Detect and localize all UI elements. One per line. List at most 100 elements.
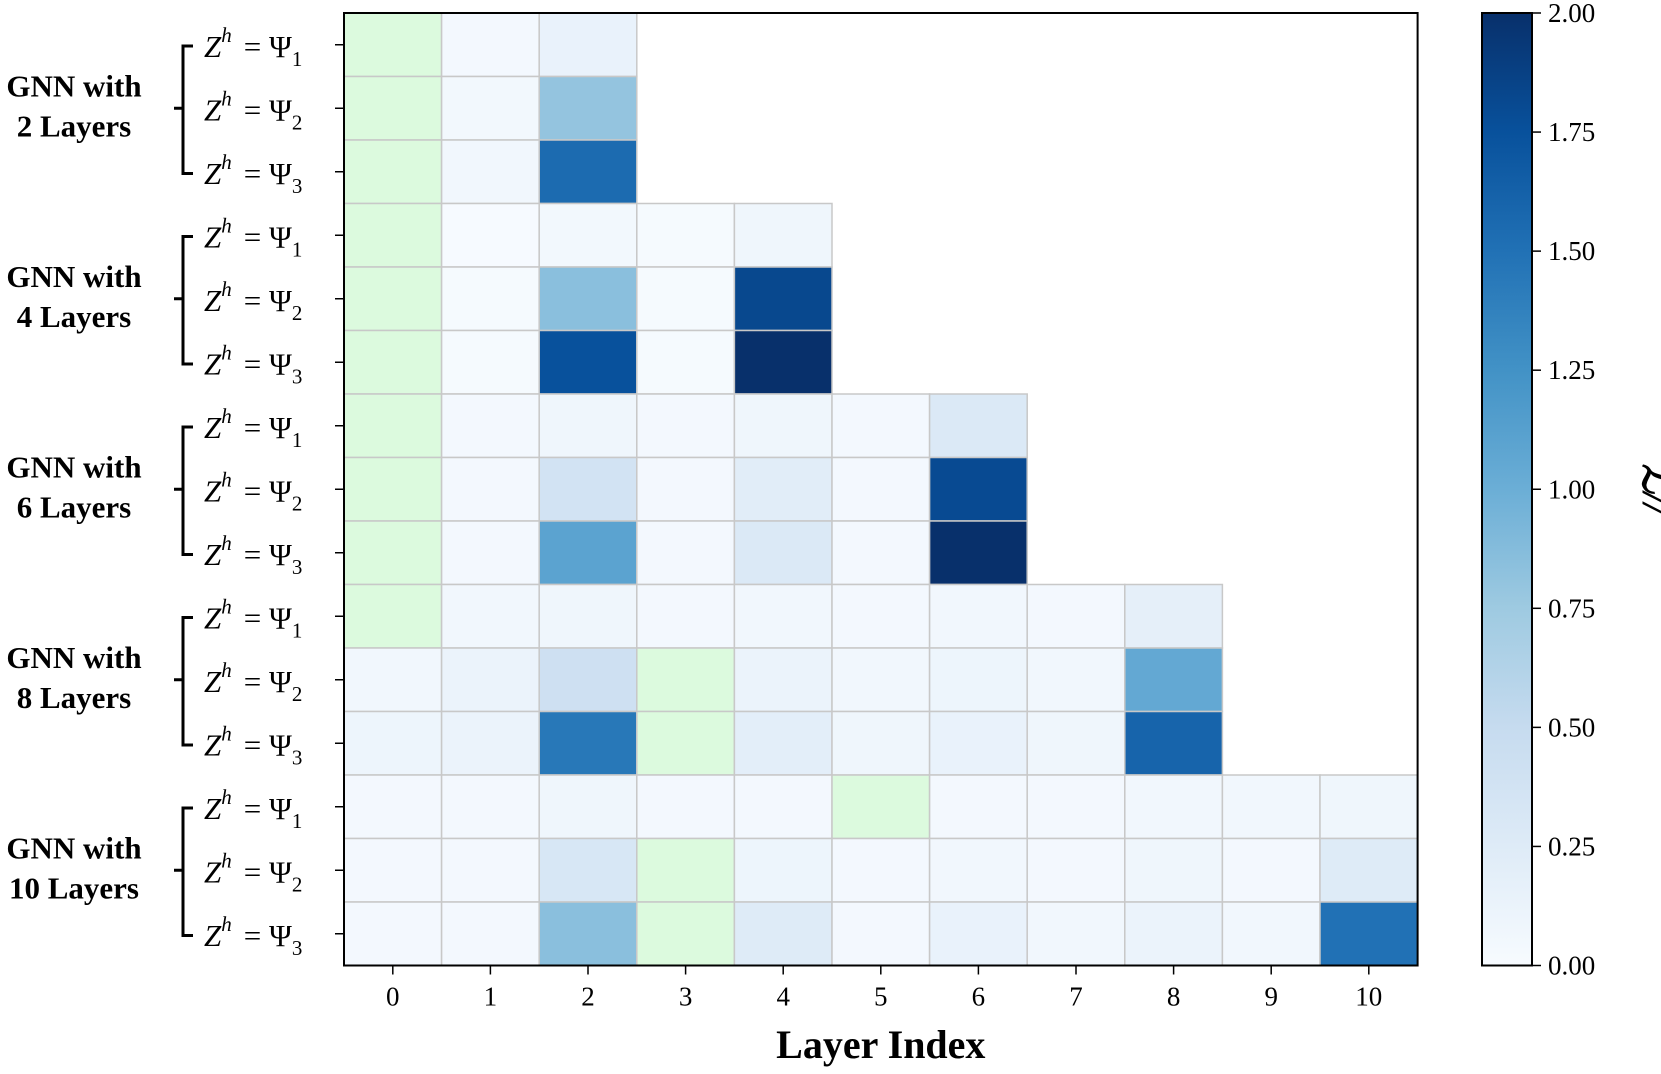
heatmap-cell xyxy=(440,329,540,395)
heatmap-cell xyxy=(538,837,638,903)
heatmap-cell xyxy=(440,12,540,78)
heatmap-cell xyxy=(636,710,736,776)
heatmap-cell xyxy=(1124,710,1224,776)
heatmap-cell xyxy=(1221,901,1321,967)
group-bracket xyxy=(174,44,193,175)
heatmap-cell xyxy=(343,12,443,78)
x-tick-label: 1 xyxy=(484,982,498,1012)
heatmap-cell xyxy=(440,266,540,332)
group-label: 4 Layers xyxy=(17,299,132,334)
heatmap-cell xyxy=(636,266,736,332)
x-tick-label: 10 xyxy=(1355,982,1382,1012)
heatmap-cells xyxy=(343,12,1419,967)
heatmap-cell xyxy=(733,837,833,903)
row-label: Zh = Ψ3 xyxy=(204,912,302,960)
heatmap-cell xyxy=(440,774,540,840)
heatmap-cell xyxy=(440,647,540,713)
heatmap-cell xyxy=(440,901,540,967)
heatmap-cell xyxy=(1124,901,1224,967)
row-label: Zh = Ψ1 xyxy=(204,213,302,261)
colorbar-tick-label: 2.00 xyxy=(1548,0,1595,28)
heatmap-cell xyxy=(1026,647,1126,713)
heatmap-cell xyxy=(928,456,1028,522)
heatmap-cell xyxy=(636,520,736,586)
colorbar-tick-label: 1.75 xyxy=(1548,117,1595,147)
heatmap-cell xyxy=(733,901,833,967)
heatmap-cell xyxy=(928,647,1028,713)
heatmap-cell xyxy=(1221,837,1321,903)
row-labels: Zh = Ψ1 Zh = Ψ2 Zh = Ψ3 GNN with 2 Layers Zh = Ψ1… xyxy=(6,23,344,960)
heatmap-cell xyxy=(343,774,443,840)
group-label: GNN with xyxy=(6,830,141,865)
row-label: Zh = Ψ1 xyxy=(204,594,302,642)
heatmap-cell xyxy=(733,710,833,776)
group-label: GNN with xyxy=(6,640,141,675)
heatmap-cell xyxy=(1026,774,1126,840)
heatmap-cell xyxy=(1026,837,1126,903)
heatmap-cell xyxy=(343,456,443,522)
heatmap-cell xyxy=(440,583,540,649)
heatmap-cell xyxy=(1026,710,1126,776)
row-label: Zh = Ψ2 xyxy=(204,848,302,896)
group-bracket xyxy=(174,616,193,747)
x-tick-label: 0 xyxy=(386,982,400,1012)
heatmap-cell xyxy=(636,583,736,649)
row-label: Zh = Ψ3 xyxy=(204,721,302,769)
group-label: GNN with xyxy=(6,259,141,294)
heatmap-cell xyxy=(831,901,931,967)
colorbar-tick-label: 1.00 xyxy=(1548,474,1595,504)
heatmap-cell xyxy=(733,456,833,522)
heatmap-cell xyxy=(538,202,638,268)
heatmap-cell xyxy=(636,774,736,840)
heatmap-cell xyxy=(440,75,540,141)
heatmap-cell xyxy=(343,647,443,713)
x-tick-label: 6 xyxy=(972,982,986,1012)
heatmap-cell xyxy=(733,202,833,268)
heatmap-cell xyxy=(343,266,443,332)
row-label: Zh = Ψ1 xyxy=(204,23,302,71)
heatmap-cell xyxy=(538,12,638,78)
heatmap-cell xyxy=(928,837,1028,903)
heatmap-cell xyxy=(1124,583,1224,649)
x-tick-label: 8 xyxy=(1167,982,1181,1012)
heatmap-cell xyxy=(733,583,833,649)
heatmap-cell xyxy=(440,837,540,903)
heatmap-cell xyxy=(733,266,833,332)
row-label: Zh = Ψ2 xyxy=(204,467,302,515)
heatmap-cell xyxy=(928,583,1028,649)
heatmap-cell xyxy=(928,901,1028,967)
row-label: Zh = Ψ2 xyxy=(204,86,302,134)
heatmap-cell xyxy=(1319,901,1419,967)
heatmap-cell xyxy=(636,837,736,903)
x-tick-label: 4 xyxy=(776,982,790,1012)
heatmap-cell xyxy=(343,837,443,903)
heatmap-cell xyxy=(538,139,638,205)
heatmap-cell xyxy=(343,139,443,205)
heatmap-cell xyxy=(636,202,736,268)
heatmap-cell xyxy=(831,520,931,586)
row-label: Zh = Ψ2 xyxy=(204,277,302,325)
heatmap-cell xyxy=(343,202,443,268)
heatmap-cell xyxy=(636,456,736,522)
heatmap-cell xyxy=(831,774,931,840)
heatmap-cell xyxy=(1026,583,1126,649)
colorbar-tick-label: 1.25 xyxy=(1548,355,1595,385)
heatmap-cell xyxy=(733,647,833,713)
x-tick-label: 9 xyxy=(1264,982,1278,1012)
heatmap-cell xyxy=(636,901,736,967)
heatmap-cell xyxy=(831,647,931,713)
heatmap-cell xyxy=(538,393,638,459)
heatmap-cell xyxy=(636,647,736,713)
row-label: Zh = Ψ3 xyxy=(204,150,302,198)
colorbar-bar xyxy=(1481,12,1533,967)
heatmap-cell xyxy=(538,710,638,776)
heatmap-cell xyxy=(928,774,1028,840)
heatmap-cell xyxy=(440,393,540,459)
group-bracket xyxy=(174,806,193,937)
heatmap-cell xyxy=(1319,837,1419,903)
heatmap-cell xyxy=(733,393,833,459)
heatmap-cell xyxy=(538,75,638,141)
heatmap-cell xyxy=(440,456,540,522)
heatmap-cell xyxy=(343,901,443,967)
